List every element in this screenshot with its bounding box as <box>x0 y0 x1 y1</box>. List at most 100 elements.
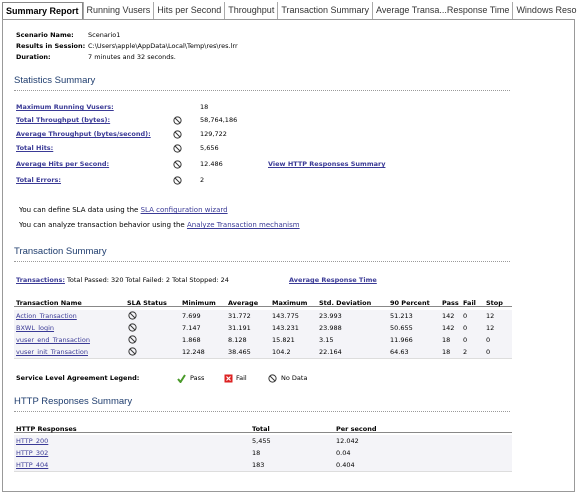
cell: 23.993 <box>319 312 342 320</box>
no-data-icon <box>173 116 182 125</box>
cell: 12 <box>486 324 495 332</box>
column-header: Total <box>252 425 270 433</box>
http-code[interactable]: HTTP_404 <box>16 461 49 469</box>
cell: 142 <box>442 312 455 320</box>
cell: 3.15 <box>319 336 334 344</box>
cell: 23.988 <box>319 324 342 332</box>
sla-note: You can analyze transaction behavior usi… <box>19 220 300 230</box>
section-title: HTTP Responses Summary <box>14 396 133 407</box>
transaction-totals: Transactions: Total Passed: 320 Total Fa… <box>16 275 229 285</box>
column-header: Pass <box>442 299 459 307</box>
cell: 0 <box>463 324 468 332</box>
stat-value: 18 <box>200 103 209 111</box>
no-data-icon <box>128 311 137 320</box>
legend-title: Service Level Agreement Legend: <box>16 374 140 382</box>
stat-label[interactable]: Total Errors: <box>16 176 62 184</box>
section-title: Transaction Summary <box>14 246 107 257</box>
stat-label[interactable]: Average Throughput (bytes/second): <box>16 130 151 138</box>
column-header: Maximum <box>272 299 308 307</box>
transaction-name[interactable]: Action_Transaction <box>16 312 77 320</box>
stat-label[interactable]: Maximum Running Vusers: <box>16 103 114 111</box>
http-code[interactable]: HTTP_200 <box>16 437 49 445</box>
table-header-rule <box>14 422 512 433</box>
legend-item: No Data <box>281 374 308 382</box>
column-header: 90 Percent <box>390 299 430 307</box>
stat-value: 2 <box>200 176 205 184</box>
http-summary-link[interactable]: View HTTP Responses Summary <box>268 160 386 168</box>
note-link[interactable]: SLA configuration wizard <box>140 206 228 214</box>
content-frame <box>2 19 575 492</box>
table-row <box>14 459 512 472</box>
scenario-label: Results in Session: <box>16 42 86 50</box>
response-time-link[interactable]: Average Response Time <box>289 276 377 284</box>
tab[interactable]: Average Transa...Response Time <box>372 2 512 19</box>
stat-value: 12.486 <box>200 160 223 168</box>
section-title: Statistics Summary <box>14 75 96 86</box>
cell: 31.772 <box>228 312 251 320</box>
scenario-value: 7 minutes and 32 seconds. <box>88 53 176 61</box>
tab[interactable]: Hits per Second <box>153 2 224 19</box>
stat-label[interactable]: Average Hits per Second: <box>16 160 110 168</box>
cell: 12.248 <box>182 348 205 356</box>
cell: 51.213 <box>390 312 413 320</box>
tab[interactable]: Running Vusers <box>82 2 154 19</box>
cell: 143.775 <box>272 312 299 320</box>
tab[interactable]: Summary Report <box>2 2 83 19</box>
cell: 0 <box>463 312 468 320</box>
tab[interactable]: Throughput <box>224 2 277 19</box>
column-header: Average <box>228 299 259 307</box>
stat-value: 129,722 <box>200 130 227 138</box>
note-text: You can analyze transaction behavior usi… <box>19 221 187 229</box>
no-data-icon <box>268 374 277 383</box>
tab[interactable]: Transaction Summary <box>277 2 372 19</box>
legend-item: Pass <box>190 374 205 382</box>
cell: 104.2 <box>272 348 291 356</box>
http-code[interactable]: HTTP_302 <box>16 449 49 457</box>
scenario-value: C:\Users\apple\AppData\Local\Temp\res\re… <box>88 42 238 50</box>
cell: 0.404 <box>336 461 355 469</box>
scenario-label: Scenario Name: <box>16 31 74 39</box>
transaction-name[interactable]: vuser_end_Transaction <box>16 336 90 344</box>
fail-icon <box>224 374 233 383</box>
table-header-rule <box>14 296 512 307</box>
stat-label[interactable]: Total Throughput (bytes): <box>16 116 111 124</box>
stat-label[interactable]: Total Hits: <box>16 144 54 152</box>
cell: 50.655 <box>390 324 413 332</box>
column-header: Transaction Name <box>16 299 82 307</box>
cell: 2 <box>463 348 468 356</box>
no-data-icon <box>173 160 182 169</box>
no-data-icon <box>128 323 137 332</box>
scenario-label: Duration: <box>16 53 51 61</box>
cell: 18 <box>252 449 261 457</box>
column-header: Fail <box>463 299 476 307</box>
cell: 18 <box>442 348 451 356</box>
transaction-name[interactable]: BXWL_login <box>16 324 55 332</box>
stat-value: 5,656 <box>200 144 219 152</box>
transaction-name[interactable]: vuser_init_Transaction <box>16 348 88 356</box>
cell: 12.042 <box>336 437 359 445</box>
column-header: HTTP Responses <box>16 425 77 433</box>
cell: 64.63 <box>390 348 409 356</box>
cell: 11.966 <box>390 336 413 344</box>
cell: 7.699 <box>182 312 201 320</box>
tab-bar: Summary Report Running Vusers Hits per Sec… <box>2 2 577 19</box>
cell: 183 <box>252 461 265 469</box>
cell: 0 <box>486 348 491 356</box>
no-data-icon <box>173 144 182 153</box>
cell: 0 <box>486 336 491 344</box>
stat-value: 58,764,186 <box>200 116 238 124</box>
cell: 8.128 <box>228 336 247 344</box>
no-data-icon <box>173 176 182 185</box>
table-row <box>14 346 512 359</box>
no-data-icon <box>128 335 137 344</box>
cell: 142 <box>442 324 455 332</box>
note-link[interactable]: Analyze Transaction mechanism <box>186 221 300 229</box>
totals-text: Total Passed: 320 Total Failed: 2 Total … <box>67 276 229 284</box>
cell: 5,455 <box>252 437 271 445</box>
transactions-link[interactable]: Transactions: <box>16 276 65 284</box>
cell: 22.164 <box>319 348 342 356</box>
tab[interactable]: Windows Resources <box>512 2 577 19</box>
cell: 18 <box>442 336 451 344</box>
cell: 0.04 <box>336 449 351 457</box>
